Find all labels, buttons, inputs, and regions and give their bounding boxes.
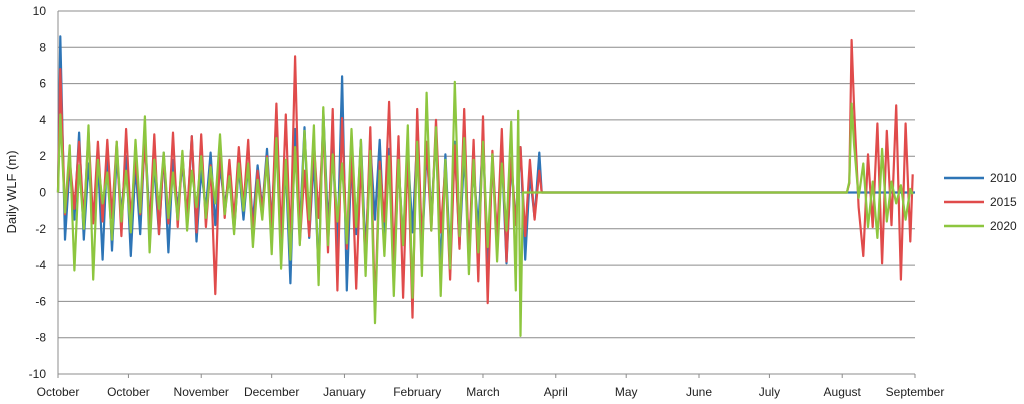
x-tick-label: August: [824, 385, 862, 399]
x-tick-label: July: [759, 385, 780, 399]
y-axis-title: Daily WLF (m): [4, 150, 19, 233]
series-line-2020: [56, 80, 914, 337]
y-tick-label: -6: [35, 294, 46, 308]
x-tick-label: January: [323, 385, 366, 399]
x-tick-label: September: [886, 385, 945, 399]
x-tick-label: May: [615, 385, 638, 399]
legend-label: 2010: [990, 171, 1017, 185]
y-tick-label: -2: [35, 222, 46, 236]
y-tick-label: 2: [39, 149, 46, 163]
y-tick-label: 4: [39, 113, 46, 127]
x-tick-label: November: [174, 385, 229, 399]
x-tick-label: December: [244, 385, 299, 399]
legend: 2010 2015 2020: [944, 171, 1017, 233]
y-tick-label: 10: [33, 4, 47, 18]
legend-label: 2020: [990, 219, 1017, 233]
y-tick-label: 6: [39, 77, 46, 91]
x-tick-label: June: [686, 385, 712, 399]
y-tick-label: 0: [39, 186, 46, 200]
x-tick-label: March: [466, 385, 499, 399]
series-lines: [56, 35, 915, 337]
x-tick-label: February: [393, 385, 441, 399]
y-tick-label: -8: [35, 331, 46, 345]
legend-label: 2015: [990, 195, 1017, 209]
y-tick-label: -10: [29, 367, 47, 381]
axes: 10 8 6 4 2 0 -2 -4 -6 -8 -10 October October November…: [29, 4, 945, 399]
y-tick-label: 8: [39, 40, 46, 54]
x-tick-label: October: [37, 385, 80, 399]
x-tick-label: April: [544, 385, 568, 399]
x-tick-label: October: [107, 385, 150, 399]
y-tick-label: -4: [35, 258, 46, 272]
